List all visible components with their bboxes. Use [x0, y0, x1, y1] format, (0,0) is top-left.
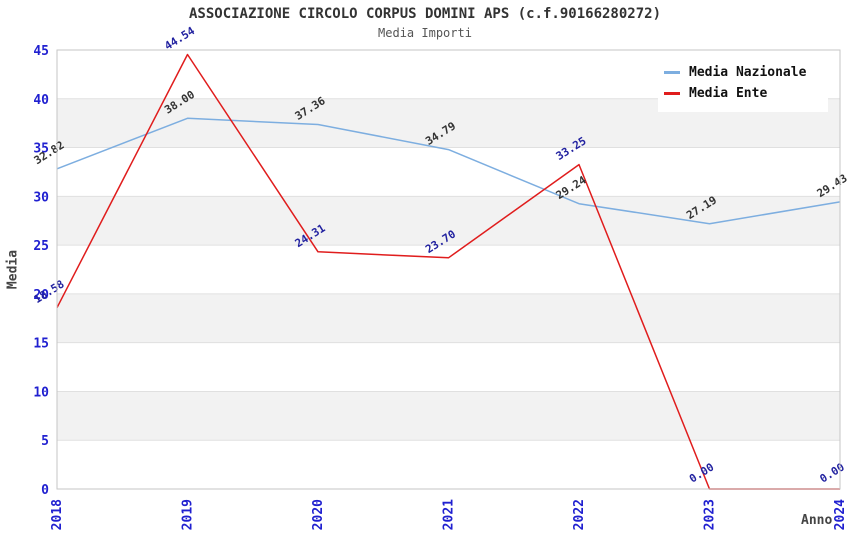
- legend-label: Media Nazionale: [689, 65, 807, 80]
- x-tick-label: 2020: [311, 499, 326, 530]
- y-tick-label: 40: [33, 93, 49, 108]
- plot-band: [57, 245, 840, 294]
- plot-band: [57, 440, 840, 489]
- plot-band: [57, 196, 840, 246]
- y-tick-label: 20: [33, 288, 49, 303]
- legend: Media Nazionale Media Ente: [658, 56, 828, 112]
- plot-band: [57, 147, 840, 197]
- y-tick-label: 15: [33, 337, 49, 352]
- series-line-media-nazionale: [56, 117, 841, 225]
- legend-marker-line-icon: [664, 92, 680, 95]
- y-tick-label: 45: [33, 44, 49, 59]
- y-tick-label: 30: [33, 190, 49, 205]
- x-tick-label: 2022: [572, 499, 587, 530]
- legend-item-media-ente: Media Ente: [664, 83, 824, 104]
- plot-band: [57, 391, 840, 441]
- y-tick-label: 5: [41, 434, 49, 449]
- data-label: 44.54: [162, 24, 197, 53]
- x-tick-label: 2021: [442, 499, 457, 530]
- y-axis-label: Media: [5, 249, 21, 290]
- plot-band: [57, 342, 840, 392]
- legend-item-media-nazionale: Media Nazionale: [664, 62, 824, 83]
- x-tick-label: 2023: [703, 499, 718, 530]
- chart-title: ASSOCIAZIONE CIRCOLO CORPUS DOMINI APS (…: [188, 6, 661, 22]
- y-tick-label: 35: [33, 142, 49, 157]
- x-tick-label: 2024: [833, 499, 848, 530]
- x-axis-label: Anno: [801, 513, 833, 528]
- chart-subtitle: Media Importi: [378, 26, 472, 40]
- plot-band: [57, 293, 840, 343]
- plot-border: [56, 49, 841, 490]
- y-tick-label: 25: [33, 239, 49, 254]
- y-tick-label: 10: [33, 385, 49, 400]
- y-tick-label: 0: [41, 483, 49, 498]
- x-tick-label: 2019: [181, 499, 196, 530]
- legend-label: Media Ente: [689, 86, 768, 101]
- legend-marker-line-icon: [664, 71, 680, 74]
- x-tick-label: 2018: [50, 499, 65, 530]
